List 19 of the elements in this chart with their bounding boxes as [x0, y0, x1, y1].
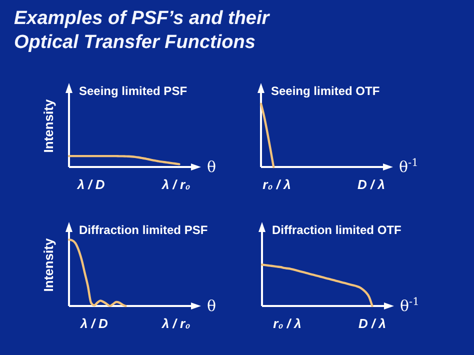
- x-axis-title: θ: [207, 297, 216, 315]
- x-tick-label: λ / r₀: [160, 316, 190, 331]
- x-tick-label: λ / r₀: [160, 177, 190, 192]
- y-axis-title: Intensity: [41, 238, 56, 292]
- x-tick-label: r₀ / λ: [262, 177, 291, 192]
- x-axis-title: θ: [207, 158, 216, 176]
- x-tick-label: λ / D: [76, 177, 106, 192]
- x-tick-label: λ / D: [79, 316, 109, 331]
- chart-title: Seeing limited OTF: [271, 84, 380, 98]
- y-axis-title: Intensity: [41, 98, 56, 153]
- text: Examples of PSF’s and their Optical Transfer Functions: [14, 8, 271, 53]
- chart-title: Seeing limited PSF: [79, 84, 188, 98]
- x-axis-title: θ$^{-1}$: [399, 157, 418, 176]
- chart-title: Diffraction limited OTF: [272, 223, 402, 237]
- x-axis-title: θ$^{-1}$: [400, 296, 420, 315]
- x-tick-label: r₀ / λ: [273, 316, 302, 331]
- chart-title: Diffraction limited PSF: [79, 223, 208, 237]
- x-tick-label: D / λ: [358, 316, 386, 331]
- x-tick-label: D / λ: [358, 177, 385, 192]
